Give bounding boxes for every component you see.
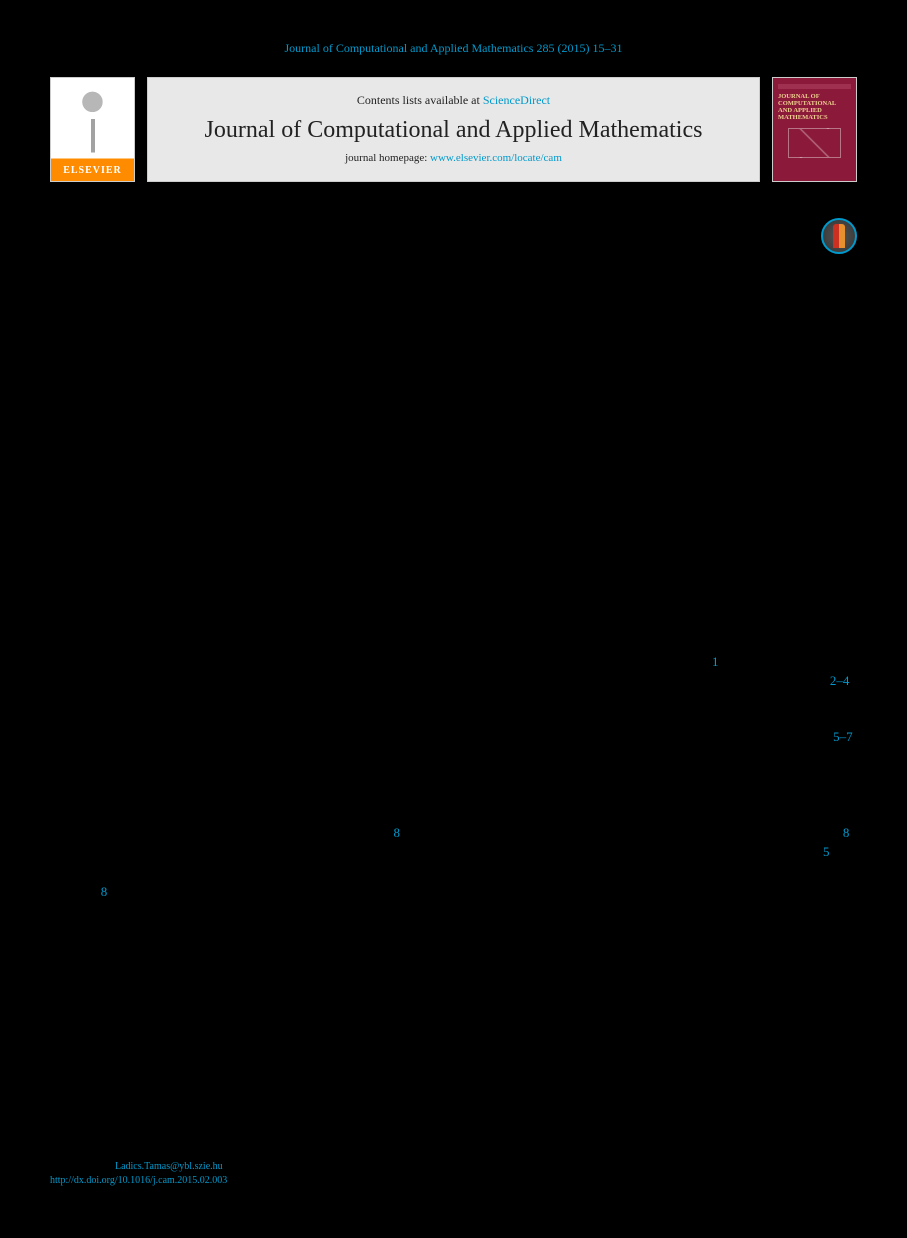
corresponding-email-line: E-mail address: Ladics.Tamas@ybl.szie.hu… (50, 1160, 857, 1174)
article-info-block: ARTICLE INFO Article history: Received 1… (50, 360, 235, 542)
abstract-subrule (265, 382, 857, 383)
paragraph: Another such method is the waveform rela… (50, 768, 857, 862)
article-history-label: Article history: (50, 387, 235, 403)
doi-line: http://dx.doi.org/10.1016/j.cam.2015.02.… (50, 1174, 857, 1188)
equation-body: u′(t) = Au(t) + R(u(t)) u(0) = u₀ (50, 949, 817, 985)
cover-figure-icon (788, 128, 841, 158)
citation-link[interactable]: 2–4 (830, 673, 850, 688)
body-text: 1. Introduction Mathematical models of c… (50, 582, 857, 986)
abstract-text: The waveform relaxation (WR) method is i… (265, 391, 857, 468)
elsevier-tree-icon (59, 86, 126, 153)
paragraph: The case of partial differential equatio… (50, 864, 857, 921)
cover-title: JOURNAL OF COMPUTATIONAL AND APPLIED MAT… (778, 93, 851, 122)
author-affiliation: Szent István University, Ybl Miklós Coll… (50, 312, 857, 327)
doi-link[interactable]: http://dx.doi.org/10.1016/j.cam.2015.02.… (50, 1175, 227, 1186)
elsevier-logo[interactable]: ELSEVIER (50, 77, 135, 182)
contents-prefix: Contents lists available at (357, 93, 483, 107)
keywords-list: Reaction–diffusion equations Operator sp… (50, 479, 235, 543)
info-subrule (50, 380, 235, 381)
banner-center: Contents lists available at ScienceDirec… (147, 77, 760, 182)
author-name: Tamás Ladics (50, 283, 857, 305)
article-info-head: ARTICLE INFO (50, 360, 235, 376)
equation: u′(t) = Au(t) + R(u(t)) u(0) = u₀ (1) (50, 949, 857, 985)
sciencedirect-link[interactable]: ScienceDirect (483, 93, 550, 107)
keyword: Reaction–diffusion equations (50, 479, 235, 495)
journal-title: Journal of Computational and Applied Mat… (205, 117, 703, 145)
abstract-block: ABSTRACT The waveform relaxation (WR) me… (265, 360, 857, 542)
keyword: Operator splitting (50, 495, 235, 511)
footnote-rule (50, 1155, 170, 1156)
crossmark-badge-icon[interactable] (821, 218, 857, 254)
date-revised: Received in revised form 4 February 2015 (50, 419, 235, 451)
copyright-line: 0377-0427/© 2015 Elsevier B.V. All right… (50, 1194, 857, 1208)
journal-banner: ELSEVIER Contents lists available at Sci… (50, 77, 857, 182)
running-head-link[interactable]: Journal of Computational and Applied Mat… (285, 41, 623, 55)
equation-line: u(0) = u₀ (50, 968, 817, 986)
footnotes: E-mail address: Ladics.Tamas@ybl.szie.hu… (50, 1155, 857, 1208)
section-heading: 1. Introduction (50, 582, 857, 602)
running-head: Journal of Computational and Applied Mat… (50, 40, 857, 57)
paragraph: In this work we investigate nonlinear pr… (50, 923, 857, 942)
article-info-row: ARTICLE INFO Article history: Received 1… (50, 346, 857, 554)
paragraph: Mathematical models of complex physical … (50, 615, 857, 766)
cover-bar-icon (778, 84, 851, 89)
keyword: Convergence of waveform relaxation (50, 511, 235, 527)
journal-homepage-line: journal homepage: www.elsevier.com/locat… (345, 151, 562, 166)
mid-rule (50, 555, 857, 556)
contents-available-line: Contents lists available at ScienceDirec… (357, 92, 550, 109)
journal-cover-thumbnail[interactable]: JOURNAL OF COMPUTATIONAL AND APPLIED MAT… (772, 77, 857, 182)
paper-title: Error analysis of waveform relaxation me… (50, 212, 821, 270)
homepage-prefix: journal homepage: (345, 152, 430, 164)
elsevier-label: ELSEVIER (63, 164, 122, 178)
email-link[interactable]: Ladics.Tamas@ybl.szie.hu (115, 1161, 223, 1172)
date-received: Received 17 December 2013 (50, 403, 235, 419)
citation-link[interactable]: 5–7 (833, 729, 853, 744)
keyword: Numerical methods (50, 527, 235, 543)
equation-line: u′(t) = Au(t) + R(u(t)) (50, 949, 817, 967)
keywords-label: Keywords: (50, 463, 235, 479)
email-prefix: E-mail address: (50, 1161, 115, 1172)
abstract-copyright: © 2015 Elsevier B.V. All rights reserved… (265, 474, 857, 489)
equation-number: (1) (817, 949, 857, 967)
abstract-head: ABSTRACT (265, 360, 857, 375)
journal-homepage-link[interactable]: www.elsevier.com/locate/cam (430, 152, 562, 164)
